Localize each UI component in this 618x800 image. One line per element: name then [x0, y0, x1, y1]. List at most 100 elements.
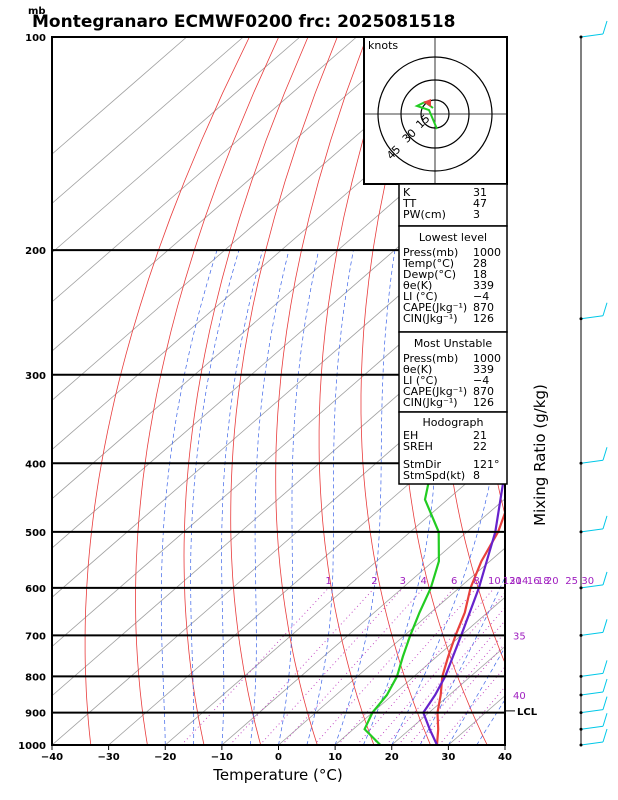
dry-adiabat-line: [275, 37, 368, 745]
moist-adiabat-line: [306, 250, 354, 745]
isotherm-line: [221, 498, 505, 745]
lowest-level-header: Lowest level: [419, 231, 487, 244]
most-unstable-key: LI (°C): [403, 374, 438, 387]
lowest-level-key: θe(K): [403, 279, 432, 292]
most-unstable-box: [398, 331, 508, 413]
x-tick-label: −40: [41, 752, 63, 763]
dry-adiabat-line: [586, 37, 618, 745]
wind-barb-flag: [602, 571, 608, 586]
moist-adiabat-line: [249, 250, 290, 745]
index-value: 47: [473, 197, 487, 210]
dry-adiabat-line: [552, 37, 618, 745]
dry-adiabat-line: [135, 37, 280, 745]
pressure-tick-label: 700: [25, 631, 46, 642]
pressure-tick-label: 100: [25, 33, 46, 44]
index-key: PW(cm): [403, 208, 446, 221]
pressure-tick-label: 600: [25, 584, 46, 595]
lcl-label: LCL: [517, 707, 538, 718]
dry-adiabat-line: [360, 37, 431, 745]
pressure-tick-label: 500: [25, 528, 46, 539]
pressure-unit-label: mb: [28, 6, 46, 17]
wind-barb-shaft: [580, 584, 604, 589]
wind-barb-flag: [602, 447, 608, 461]
most-unstable-key: θe(K): [403, 363, 432, 376]
wind-barb-flag: [602, 302, 608, 316]
hodograph-key: SREH: [403, 440, 433, 453]
mixing-ratio-line: [372, 592, 505, 745]
pressure-tick-label: 400: [25, 459, 46, 470]
lowest-level-value: 339: [473, 279, 494, 292]
most-unstable-value: 339: [473, 363, 494, 376]
wind-barb-dot: [579, 35, 583, 39]
dry-adiabat-line: [318, 37, 397, 745]
wind-barb-shaft: [580, 459, 604, 464]
mixing-ratio-label: 2: [371, 576, 377, 587]
mixing-ratio-label: 4: [420, 576, 426, 587]
mixing-ratio-line: [356, 587, 495, 745]
wind-barb-shaft: [580, 672, 604, 677]
pressure-tick-label: 300: [25, 371, 46, 382]
lowest-level-key: LI (°C): [403, 290, 438, 303]
skew-label: 35: [513, 631, 526, 642]
most-unstable-key: CAPE(Jkg⁻¹): [403, 385, 467, 398]
wind-barb-shaft: [580, 725, 604, 730]
mixing-ratio-label: 25: [565, 576, 578, 587]
lowest-level-key: Dewp(°C): [403, 268, 456, 281]
isotherm-line: [52, 37, 471, 401]
hodograph-key: EH: [403, 429, 418, 442]
hodograph-units-label: knots: [368, 39, 398, 52]
mixing-ratio-label: 8: [473, 576, 479, 587]
isotherm-line: [52, 37, 357, 303]
most-unstable-value: −4: [473, 374, 489, 387]
most-unstable-key: CIN(Jkg⁻¹): [403, 396, 458, 409]
chart-title: Montegranaro ECMWF0200 frc: 2025081518: [32, 12, 455, 32]
wind-barb-shaft: [580, 741, 604, 746]
mixing-ratio-line: [229, 587, 375, 745]
x-tick-label: 10: [328, 752, 342, 763]
wind-barb-dot: [579, 530, 583, 534]
x-tick-label: 30: [441, 752, 455, 763]
lowest-level-key: Temp(°C): [402, 257, 454, 270]
mixing-ratio-label: 18: [537, 576, 550, 587]
index-value: 31: [473, 186, 487, 199]
lowest-level-value: 1000: [473, 246, 501, 259]
storm-motion-arrow: [423, 99, 431, 107]
most-unstable-value: 870: [473, 385, 494, 398]
wind-barb-dot: [579, 586, 583, 590]
wind-barb-flag: [602, 515, 608, 530]
x-tick-label: −20: [154, 752, 176, 763]
mixing-ratio-label: 10: [488, 576, 501, 587]
isotherm-line: [562, 37, 618, 745]
lowest-level-key: CIN(Jkg⁻¹): [403, 312, 458, 325]
index-key: TT: [402, 197, 417, 210]
wind-barb-dot: [579, 693, 583, 697]
moist-adiabat-line: [190, 250, 240, 745]
hodograph-value: 8: [473, 469, 480, 482]
mixing-ratio-line: [281, 587, 425, 745]
wind-barb-flag: [602, 696, 608, 710]
wind-barb-flag: [602, 728, 608, 743]
dry-adiabat-line: [84, 37, 250, 745]
lowest-level-key: CAPE(Jkg⁻¹): [403, 301, 467, 314]
skew-label: 40: [513, 691, 526, 702]
most-unstable-header: Most Unstable: [414, 337, 493, 350]
pressure-tick-label: 200: [25, 246, 46, 257]
wind-barb-dot: [579, 727, 583, 731]
wind-barb-shaft: [580, 315, 604, 320]
x-tick-label: 40: [498, 752, 512, 763]
most-unstable-value: 1000: [473, 352, 501, 365]
hodograph-box: [363, 36, 508, 185]
isotherm-line: [52, 37, 414, 352]
hodograph-table-box: [398, 411, 508, 485]
lowest-level-value: 126: [473, 312, 494, 325]
hodograph-ring: [420, 99, 450, 129]
most-unstable-key: Press(mb): [403, 352, 458, 365]
index-value: 3: [473, 208, 480, 221]
lowest-level-value: 870: [473, 301, 494, 314]
isotherm-line: [164, 449, 505, 745]
mixing-ratio-line: [259, 587, 404, 745]
wind-barb-dot: [579, 674, 583, 678]
x-tick-label: 0: [275, 752, 282, 763]
wind-barb-shaft: [580, 691, 604, 696]
dry-adiabat-line: [230, 37, 338, 745]
